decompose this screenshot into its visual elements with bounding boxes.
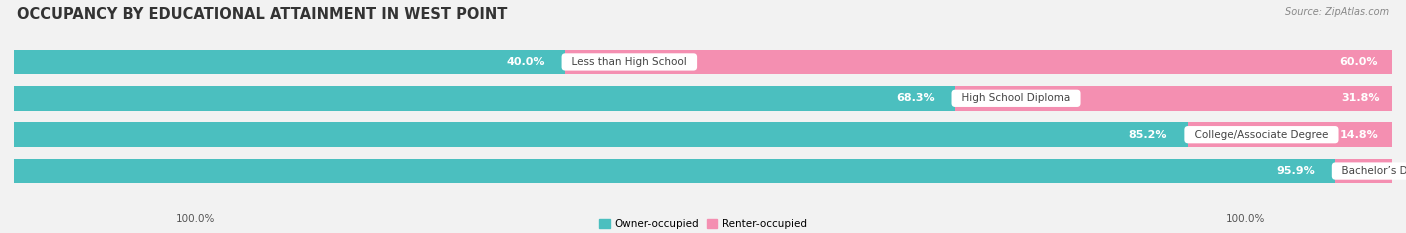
Legend: Owner-occupied, Renter-occupied: Owner-occupied, Renter-occupied [595, 215, 811, 233]
Text: 31.8%: 31.8% [1341, 93, 1379, 103]
Bar [1336, 159, 1392, 183]
Text: Source: ZipAtlas.com: Source: ZipAtlas.com [1285, 7, 1389, 17]
Bar [14, 50, 565, 74]
Text: 68.3%: 68.3% [896, 93, 935, 103]
Text: High School Diploma: High School Diploma [955, 93, 1077, 103]
Text: 85.2%: 85.2% [1129, 130, 1167, 140]
Bar [1188, 122, 1392, 147]
Bar [14, 86, 1392, 111]
Bar [14, 50, 1392, 74]
Text: 60.0%: 60.0% [1340, 57, 1378, 67]
Bar [14, 122, 1392, 147]
Bar [14, 86, 955, 111]
Bar [955, 86, 1393, 111]
Text: 14.8%: 14.8% [1340, 130, 1378, 140]
Text: OCCUPANCY BY EDUCATIONAL ATTAINMENT IN WEST POINT: OCCUPANCY BY EDUCATIONAL ATTAINMENT IN W… [17, 7, 508, 22]
Bar [14, 122, 1188, 147]
Text: 40.0%: 40.0% [506, 57, 544, 67]
Text: Less than High School: Less than High School [565, 57, 693, 67]
Bar [565, 50, 1392, 74]
Text: 100.0%: 100.0% [1226, 214, 1265, 224]
Bar [14, 159, 1392, 183]
Bar [14, 159, 1336, 183]
Text: 100.0%: 100.0% [176, 214, 215, 224]
Text: Bachelor’s Degree or higher: Bachelor’s Degree or higher [1336, 166, 1406, 176]
Text: 95.9%: 95.9% [1277, 166, 1315, 176]
Text: College/Associate Degree: College/Associate Degree [1188, 130, 1334, 140]
